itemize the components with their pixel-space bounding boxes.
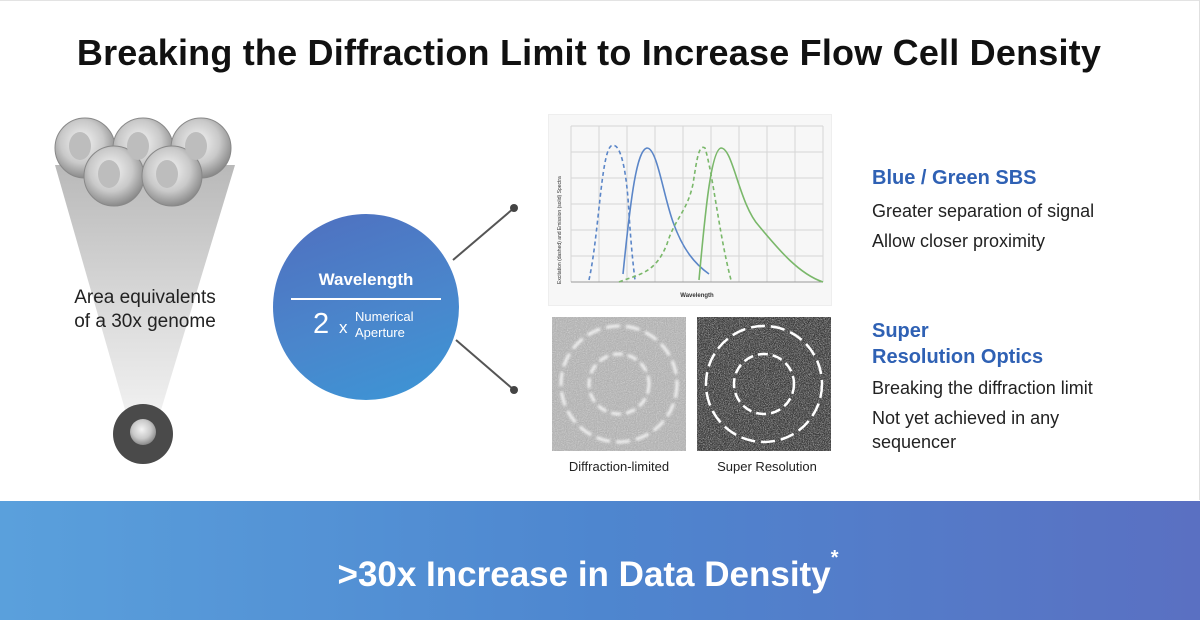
na-line-1: Numerical	[355, 309, 414, 324]
blue-excitation-curve	[588, 144, 636, 281]
quarter-coins	[54, 117, 232, 207]
super-res-line-2: Not yet achieved in any	[872, 408, 1060, 428]
super-res-line-3: sequencer	[872, 432, 957, 452]
bottom-banner: >30x Increase in Data Density*	[0, 501, 1200, 620]
top-divider	[0, 0, 1200, 1]
blue-green-line-1: Greater separation of signal	[872, 201, 1095, 221]
spectra-grid	[570, 125, 824, 283]
na-line-2: Aperture	[355, 325, 405, 340]
funnel-shape	[55, 165, 235, 420]
factor-number: 2	[313, 308, 330, 340]
factor-suffix: x	[339, 318, 348, 337]
spectra-ylabel: Excitation (dashed) and Emission (solid)…	[557, 176, 563, 284]
connector-lines	[452, 204, 518, 394]
area-line-1: Area equivalents	[74, 287, 216, 308]
blue-green-sbs-heading: Blue / Green SBS	[872, 167, 1037, 189]
page-title: Breaking the Diffraction Limit to Increa…	[76, 32, 1102, 73]
super-resolution-image	[697, 317, 831, 451]
super-res-line-1: Breaking the diffraction limit	[872, 378, 1093, 398]
super-res-heading-line-2: Resolution Optics	[872, 346, 1044, 368]
wavelength-aperture-circle: Wavelength 2 x Numerical Aperture	[273, 214, 459, 400]
green-emission-curve	[698, 147, 824, 283]
banner-footnote-mark: *	[830, 547, 839, 569]
green-excitation-curve	[618, 146, 732, 283]
spectra-panel	[548, 114, 832, 306]
numerical-aperture-label: Numerical Aperture	[355, 309, 414, 341]
spectra-xlabel: Wavelength	[680, 293, 714, 299]
blue-emission-curve	[622, 147, 710, 275]
area-equivalents-text: Area equivalents of a 30x genome	[60, 286, 230, 334]
super-resolution-caption: Super Resolution	[717, 459, 817, 474]
diffraction-limited-caption: Diffraction-limited	[568, 459, 670, 474]
small-chip-coin	[130, 419, 156, 445]
wavelength-label: Wavelength	[318, 270, 414, 289]
super-res-heading-line-1: Super	[872, 320, 929, 342]
banner-text: >30x Increase in Data Density	[337, 555, 831, 594]
coin-funnel-graphic	[54, 117, 235, 464]
blue-green-line-2: Allow closer proximity	[872, 231, 1046, 251]
spectra-chart: Excitation (dashed) and Emission (solid)…	[557, 125, 824, 299]
banner-headline: >30x Increase in Data Density*	[0, 547, 1176, 595]
diffraction-limited-image	[552, 317, 686, 451]
area-line-2: of a 30x genome	[74, 311, 216, 332]
fraction-bar	[291, 298, 441, 300]
